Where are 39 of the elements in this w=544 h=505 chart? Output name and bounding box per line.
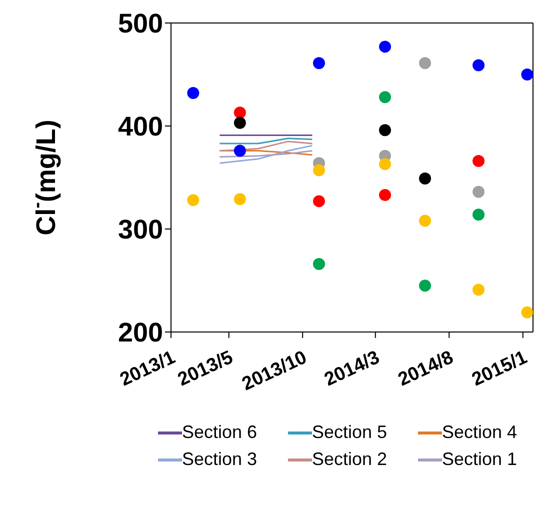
point [472,208,485,221]
point [419,214,432,227]
legend-label: Section 2 [312,449,388,470]
point [379,40,392,53]
point [419,280,432,292]
y-tick-label: 200 [118,318,163,348]
line-series [218,150,313,158]
y-tick-label: 400 [118,112,163,142]
legend-label: Section 5 [312,422,388,443]
point [472,59,485,72]
legend-label: Section 3 [182,449,258,470]
point [187,194,200,206]
legend-label: Section 1 [442,449,518,470]
line-series [218,140,313,152]
point [379,189,392,202]
y-tick-label: 500 [118,8,163,39]
line-series [218,144,313,164]
point [234,106,246,119]
point [379,91,392,104]
point [521,68,533,80]
point [521,306,533,318]
point [419,172,432,185]
point [379,124,392,136]
point [472,186,485,198]
point [312,258,325,270]
point [234,144,246,157]
point [379,158,392,170]
legend-label: Section 4 [442,422,518,443]
point [234,193,246,206]
point [312,195,325,208]
y-tick-label: 300 [118,214,163,245]
legend-label: Section 6 [182,422,258,443]
point [472,155,485,168]
point [312,164,325,176]
point [187,87,200,100]
point [419,57,432,70]
point [234,116,246,129]
point [312,57,325,70]
point [472,284,485,296]
